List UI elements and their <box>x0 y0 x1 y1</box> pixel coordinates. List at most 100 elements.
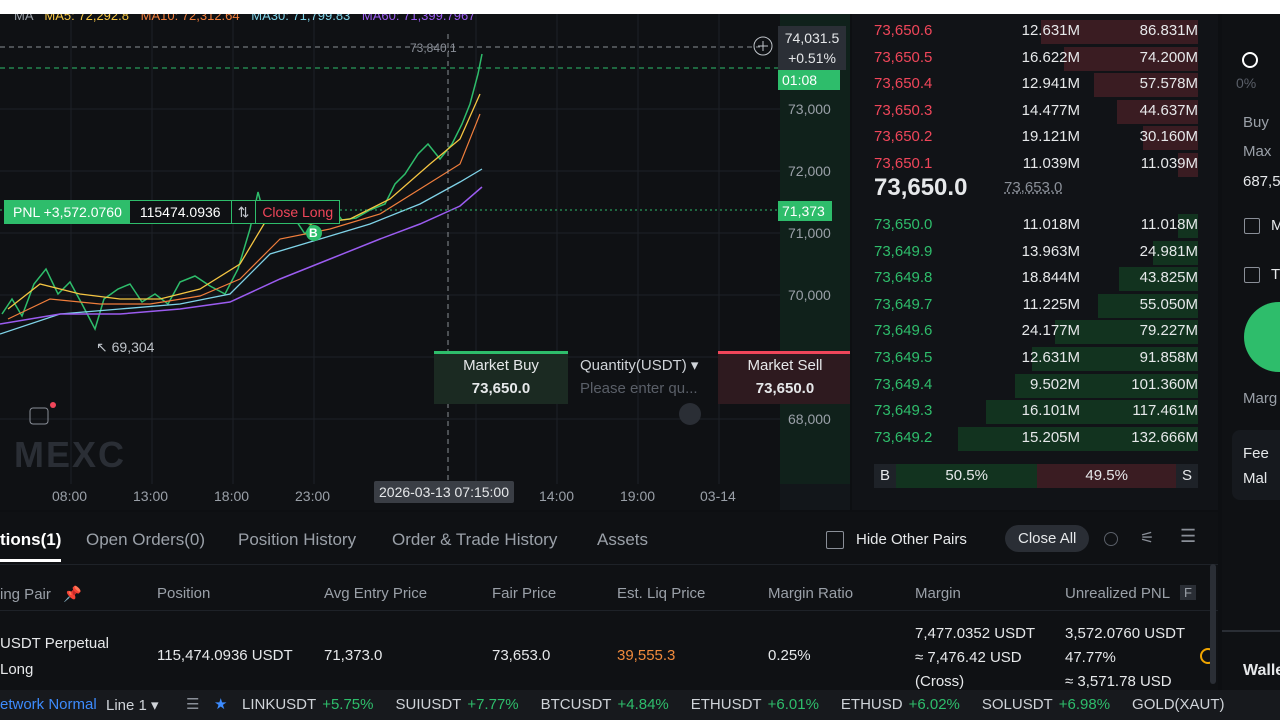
chart-canvas <box>0 14 850 510</box>
book-last-price: 73,650.0 <box>874 174 968 201</box>
price[interactable]: 73,649.6 <box>874 322 933 340</box>
wallet-label: Walle <box>1243 662 1280 679</box>
buy-marker: B <box>309 226 318 240</box>
total: 132.666M <box>1131 428 1198 446</box>
depth-bar <box>1118 267 1198 292</box>
price[interactable]: 73,650.6 <box>874 22 933 39</box>
close-long[interactable]: Close Long <box>262 204 334 220</box>
price-tag: 74,031.5 +0.51% <box>778 26 846 70</box>
side: Long <box>0 661 34 678</box>
amount: 11.039M <box>1022 155 1080 172</box>
market-buy[interactable]: Market Buy 73,650.0 <box>434 351 568 404</box>
depth-bar <box>1054 320 1198 345</box>
ticker-change: +7.77% <box>467 696 519 713</box>
tab[interactable]: tions(1) <box>0 530 62 562</box>
price[interactable]: 73,650.5 <box>874 48 933 66</box>
ticker-item[interactable]: SUIUSDT +7.77% <box>395 696 518 713</box>
ticker-item[interactable]: SOLUSDT +6.98% <box>982 696 1110 713</box>
depth-bar <box>1040 20 1198 44</box>
margin-ratio: 0.25% <box>768 647 811 664</box>
total: 86.831M <box>1139 22 1198 39</box>
price[interactable]: 73,650.2 <box>874 128 933 146</box>
price[interactable]: 73,649.3 <box>874 402 933 420</box>
ticker-item[interactable]: LINKUSDT +5.75% <box>242 696 373 713</box>
market-sell[interactable]: Market Sell 73,650.0 <box>718 351 850 404</box>
ratio-b: B <box>874 464 896 488</box>
close-all[interactable]: Close All <box>1005 525 1090 552</box>
price[interactable]: 73,650.4 <box>874 75 933 93</box>
depth-bar <box>1063 46 1198 71</box>
hide-other-pairs[interactable]: Hide Other Pairs <box>856 531 967 548</box>
ticker-item[interactable]: BTCUSDT +4.84% <box>541 696 669 713</box>
star-icon[interactable]: ★ <box>214 696 228 713</box>
ticker-item[interactable]: ETHUSDT +6.01% <box>691 696 819 713</box>
time-label: 03-14 <box>700 488 736 504</box>
buy-label: Buy <box>1243 114 1269 131</box>
price-label: 73,000 <box>788 101 831 117</box>
liq-price: 39,555.3 <box>617 647 676 664</box>
amount: 16.101M <box>1021 402 1080 420</box>
menu-icon[interactable]: ☰ <box>186 696 200 713</box>
ticker-symbol: SOLUSDT <box>981 696 1053 713</box>
line-label: Line 1 <box>106 697 147 714</box>
col-badge: F <box>1180 585 1196 600</box>
network: etwork Normal <box>0 696 97 713</box>
price[interactable]: 73,649.4 <box>874 375 933 393</box>
ticker-symbol: SUIUSDT <box>395 696 462 713</box>
line[interactable]: Line 1 ▾ <box>106 697 159 714</box>
price[interactable]: 73,650.0 <box>874 216 933 233</box>
order-book: 73,650.6 12.631M 86.831M 73,650.5 16.622M 74.… <box>852 14 1218 510</box>
price-label: 71,000 <box>788 225 831 241</box>
ticker-symbol: LINKUSDT <box>242 696 317 713</box>
price[interactable]: 73,649.8 <box>874 269 933 287</box>
col-header: Position <box>157 585 211 602</box>
tab[interactable]: Position History <box>238 530 357 549</box>
price-label: 72,000 <box>788 163 831 179</box>
position-line[interactable]: PNL +3,572.0760 115474.0936 ⇅ Close Long <box>4 200 341 224</box>
total: 74.200M <box>1139 48 1198 66</box>
top-strip <box>0 0 1280 14</box>
margin-mode: (Cross) <box>915 673 965 690</box>
total: 57.578M <box>1139 75 1198 93</box>
ticker-item[interactable]: ETHUSD +6.02% <box>841 696 960 713</box>
col-header: Fair Price <box>492 585 557 602</box>
quantity-input[interactable]: Quantity(USDT) ▾ Please enter qu... <box>572 354 714 400</box>
tab[interactable]: Order & Trade History <box>392 530 558 549</box>
price[interactable]: 73,649.7 <box>874 295 933 313</box>
hide-checkbox[interactable] <box>826 531 844 549</box>
ma-label: MA <box>14 14 33 23</box>
position: 115,474.0936 USDT <box>157 647 293 664</box>
depth-bar <box>985 400 1198 425</box>
check-2: T <box>1271 266 1280 283</box>
tab[interactable]: Open Orders(0) <box>86 530 206 549</box>
chart-panel: MA MA5: 72,292.8 MA10: 72,312.64 MA30: 7… <box>0 14 850 510</box>
amount: 24.177M <box>1021 322 1080 340</box>
maker-label: Mal <box>1243 470 1268 487</box>
ma10: MA10: 72,312.64 <box>140 14 240 23</box>
margin-label: Marg <box>1243 390 1278 407</box>
price[interactable]: 73,649.9 <box>874 242 933 260</box>
pnl-pct: 47.77% <box>1065 649 1116 666</box>
price[interactable]: 73,649.2 <box>874 428 933 446</box>
tab[interactable]: Assets <box>597 530 649 549</box>
amount: 11.018M <box>1022 216 1080 233</box>
depth-bar <box>1152 240 1198 265</box>
quantity-placeholder: Please enter qu... <box>580 380 698 397</box>
price[interactable]: 73,650.3 <box>874 101 933 119</box>
amount: 12.941M <box>1021 75 1080 93</box>
ticker-bar: etwork Normal Line 1 ▾ ☰ ★ LINKUSDT +5.75… <box>0 690 1280 720</box>
position-size: 115474.0936 <box>139 204 221 220</box>
depth-bar <box>958 426 1198 451</box>
total: 11.039M <box>1140 155 1198 172</box>
ticker-symbol: GOLD(XAUT) <box>1132 696 1225 713</box>
price[interactable]: 73,649.5 <box>874 349 933 366</box>
pnl-cell: 3,572.0760 USDT 47.77% ≈ 3,571.78 USD <box>1065 622 1185 690</box>
price[interactable]: 73,650.1 <box>874 155 933 172</box>
amount: 15.205M <box>1021 428 1080 446</box>
buy-button[interactable] <box>1244 302 1280 372</box>
ticker-item[interactable]: GOLD(XAUT) <box>1132 696 1225 713</box>
ratio-s: S <box>1176 464 1198 488</box>
book-mark-price: 73,653.0 <box>1004 179 1063 196</box>
watermark: MEXC <box>14 434 127 475</box>
